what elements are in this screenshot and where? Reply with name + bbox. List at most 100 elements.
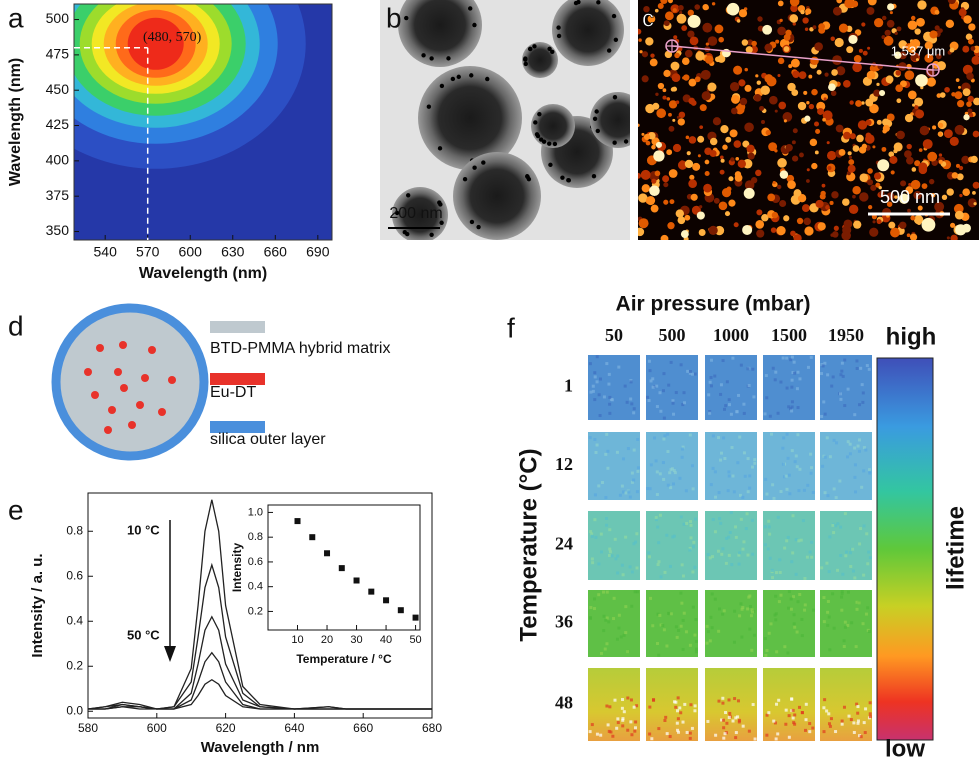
tile-speckle: [848, 452, 852, 456]
tile-speckle: [779, 593, 783, 597]
grain: [775, 39, 780, 44]
tile-speckle: [674, 391, 678, 395]
grain: [663, 69, 671, 78]
tile-speckle: [711, 518, 715, 522]
tile-speckle: [792, 360, 796, 364]
tile-speckle: [667, 612, 671, 616]
tile-speckle: [789, 607, 793, 611]
grain: [783, 119, 787, 123]
y-tick-label: 500: [46, 10, 70, 26]
dot: [476, 224, 481, 230]
tile-speckle: [752, 633, 756, 637]
afm-image: [638, 0, 979, 240]
grain: [697, 154, 701, 158]
spectrum-line: [88, 678, 432, 710]
bright-grain: [680, 230, 689, 239]
tile-speckle: [787, 714, 791, 718]
panel-label: b: [386, 2, 402, 33]
grain: [816, 101, 826, 111]
tile-speckle: [851, 569, 855, 573]
y-tick-label: 0.2: [66, 658, 83, 672]
tile-speckle: [865, 364, 869, 368]
tile-speckle: [605, 432, 609, 436]
grain: [700, 69, 711, 80]
tile-speckle: [727, 474, 731, 478]
tile-speckle: [767, 519, 771, 523]
grain: [838, 149, 846, 156]
grain: [651, 178, 657, 184]
tile-speckle: [840, 369, 844, 373]
grain: [859, 173, 869, 183]
lifetime-tile: [588, 355, 640, 420]
tile-speckle: [862, 721, 866, 725]
tile-speckle: [741, 606, 745, 610]
tile-speckle: [832, 487, 836, 491]
tile-speckle: [810, 555, 814, 559]
grain: [729, 129, 738, 138]
tile-speckle: [838, 479, 842, 483]
tile-speckle: [831, 375, 835, 379]
tile-speckle: [806, 365, 810, 369]
tile-speckle: [602, 614, 606, 618]
grain: [865, 98, 874, 107]
grain: [890, 170, 895, 175]
tile-speckle: [804, 702, 808, 706]
tile-speckle: [789, 358, 793, 362]
grain: [728, 176, 734, 182]
grain: [669, 199, 675, 205]
tile-speckle: [599, 651, 603, 655]
grain: [777, 73, 781, 77]
tile-speckle: [626, 447, 630, 451]
grain: [968, 38, 974, 45]
lifetime-tile: [646, 590, 698, 657]
grain: [858, 146, 867, 154]
tile-speckle: [746, 457, 750, 461]
grain: [707, 36, 718, 46]
grain: [688, 78, 697, 87]
tile-speckle: [655, 470, 659, 474]
dot: [472, 165, 477, 170]
tile-speckle: [720, 552, 724, 556]
grain: [852, 145, 860, 152]
tile-speckle: [742, 540, 746, 544]
tile-speckle: [823, 412, 827, 416]
tile-speckle: [597, 393, 601, 397]
annotation: 10 °C: [127, 522, 160, 537]
grain: [971, 55, 979, 65]
tile-speckle: [707, 393, 711, 397]
grain: [785, 29, 792, 37]
tile-speckle: [778, 570, 782, 574]
tile-speckle: [714, 495, 718, 499]
grain: [639, 50, 643, 54]
tile-speckle: [868, 468, 872, 472]
tile-speckle: [593, 437, 597, 441]
tile-speckle: [605, 516, 609, 520]
grain: [670, 61, 680, 71]
tile-speckle: [605, 523, 609, 527]
grain: [792, 22, 796, 26]
grain: [676, 146, 680, 150]
tile-speckle: [765, 713, 769, 717]
grain: [641, 75, 649, 83]
grain: [638, 28, 642, 35]
tile-speckle: [591, 389, 595, 393]
tile-speckle: [840, 722, 844, 726]
tile-speckle: [628, 565, 632, 569]
tile-speckle: [727, 553, 731, 557]
dot: [611, 13, 617, 19]
x-tick-label: 660: [264, 243, 288, 259]
tile-speckle: [719, 458, 723, 462]
dot: [595, 128, 600, 134]
x-tick-label: 640: [284, 721, 304, 735]
grain: [913, 190, 922, 200]
tile-speckle: [725, 721, 729, 725]
grain: [822, 110, 833, 121]
tile-speckle: [678, 706, 682, 710]
grain: [739, 97, 748, 106]
grain: [779, 18, 783, 23]
dot: [437, 146, 443, 151]
grain: [910, 215, 916, 221]
tile-speckle: [677, 628, 681, 632]
x-tick-label: 10: [291, 634, 303, 646]
tile-speckle: [821, 364, 825, 368]
